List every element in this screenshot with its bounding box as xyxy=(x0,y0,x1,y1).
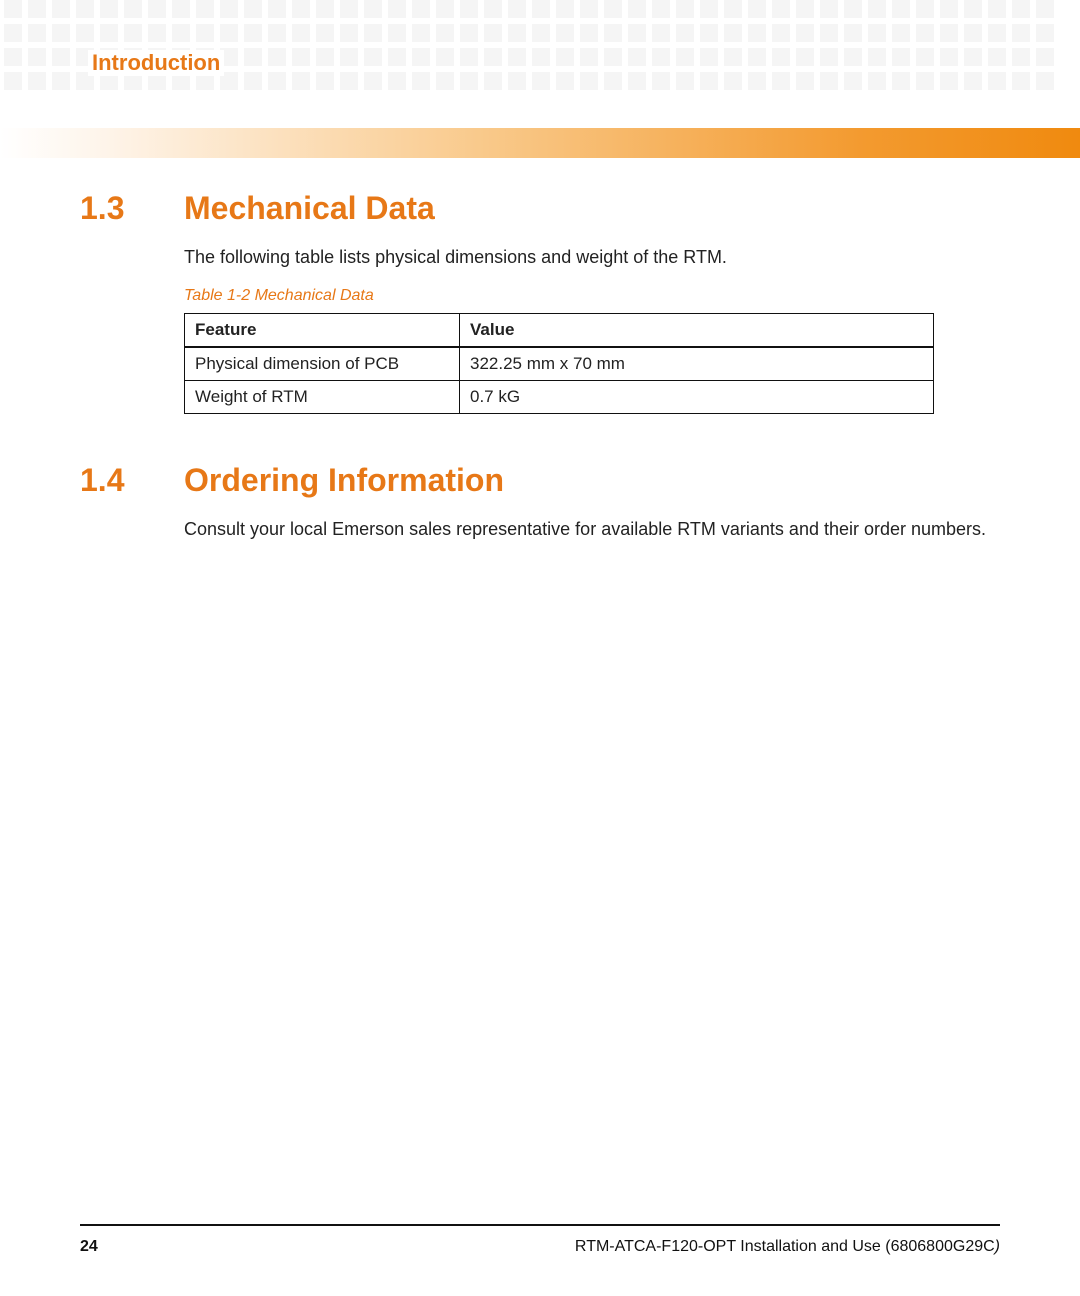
section-number: 1.3 xyxy=(80,190,184,227)
footer-rule xyxy=(80,1224,1000,1226)
table-cell: Weight of RTM xyxy=(185,381,460,414)
content-area: 1.3 Mechanical Data The following table … xyxy=(80,190,1000,560)
section-number: 1.4 xyxy=(80,462,184,499)
page-footer: 24 RTM-ATCA-F120-OPT Installation and Us… xyxy=(80,1238,1000,1256)
table-row: Weight of RTM 0.7 kG xyxy=(185,381,934,414)
doc-title-text: RTM-ATCA-F120-OPT Installation and Use (… xyxy=(575,1238,995,1255)
table-cell: 322.25 mm x 70 mm xyxy=(460,347,934,381)
table-cell: Physical dimension of PCB xyxy=(185,347,460,381)
table-cell: 0.7 kG xyxy=(460,381,934,414)
table-row: Physical dimension of PCB 322.25 mm x 70… xyxy=(185,347,934,381)
section-heading-1-4: 1.4 Ordering Information xyxy=(80,462,1000,499)
doc-id-closing-paren: ) xyxy=(995,1238,1000,1255)
section-title: Mechanical Data xyxy=(184,190,435,227)
chapter-label: Introduction xyxy=(88,50,224,76)
table-header-row: Feature Value xyxy=(185,314,934,348)
section-title: Ordering Information xyxy=(184,462,504,499)
section-body-text: Consult your local Emerson sales represe… xyxy=(184,517,1000,541)
page: Introduction 1.3 Mechanical Data The fol… xyxy=(0,0,1080,1296)
page-number: 24 xyxy=(80,1238,98,1256)
mechanical-data-table: Feature Value Physical dimension of PCB … xyxy=(184,313,934,414)
header-gradient-bar xyxy=(0,128,1080,158)
table-header-cell: Feature xyxy=(185,314,460,348)
section-heading-1-3: 1.3 Mechanical Data xyxy=(80,190,1000,227)
section-body-text: The following table lists physical dimen… xyxy=(184,245,1000,269)
table-caption: Table 1-2 Mechanical Data xyxy=(184,287,1000,305)
table-header-cell: Value xyxy=(460,314,934,348)
doc-id: RTM-ATCA-F120-OPT Installation and Use (… xyxy=(575,1238,1000,1256)
